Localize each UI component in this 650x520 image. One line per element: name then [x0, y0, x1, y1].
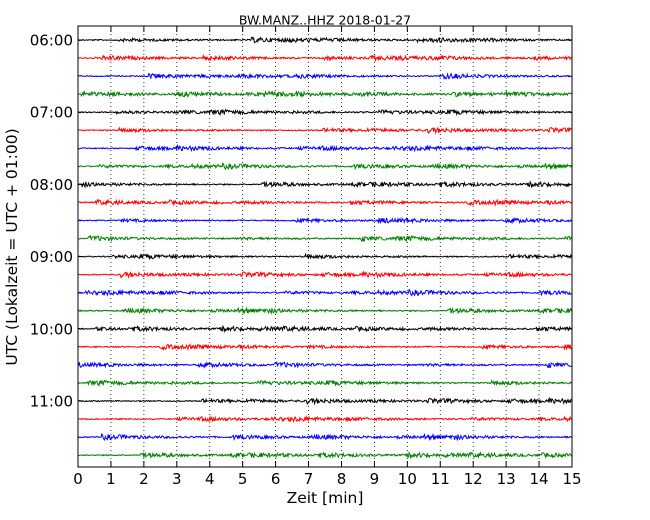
x-tick-label-13: 13: [497, 470, 516, 488]
y-tick-label-0600: 06:00: [30, 32, 73, 50]
x-tick-label-11: 11: [431, 470, 450, 488]
x-tick-label-5: 5: [238, 470, 248, 488]
y-tick-label-0800: 08:00: [30, 176, 73, 194]
trace-0615: [77, 53, 572, 62]
trace-0745: [77, 162, 572, 171]
trace-1145: [77, 450, 572, 460]
trace-0945: [77, 306, 572, 316]
trace-1115: [77, 414, 572, 423]
x-tick-label-2: 2: [139, 470, 149, 488]
plot-frame: [77, 25, 573, 468]
trace-0700: [77, 108, 572, 117]
y-tick-label-1100: 11:00: [30, 393, 73, 411]
trace-0630: [77, 72, 572, 81]
trace-0830: [77, 216, 572, 225]
x-tick-label-7: 7: [304, 470, 314, 488]
x-tick-label-14: 14: [530, 470, 549, 488]
y-axis-label: UTC (Lokalzeit = UTC + 01:00): [3, 128, 21, 365]
trace-0600: [77, 36, 572, 44]
trace-0815: [77, 198, 572, 207]
trace-1000: [77, 324, 572, 334]
trace-0930: [77, 288, 572, 297]
x-tick-label-4: 4: [205, 470, 215, 488]
trace-0915: [77, 270, 572, 280]
x-tick-label-12: 12: [464, 470, 483, 488]
x-tick-label-1: 1: [106, 470, 116, 488]
trace-1030: [77, 361, 572, 369]
grid-lines: [110, 26, 540, 467]
y-tick-label-0700: 07:00: [30, 104, 73, 122]
y-tick-label-0900: 09:00: [30, 248, 73, 266]
trace-0730: [77, 144, 572, 153]
trace-0645: [77, 89, 572, 99]
x-tick-label-15: 15: [562, 470, 581, 488]
x-tick-label-0: 0: [73, 470, 83, 488]
trace-0845: [77, 234, 572, 243]
x-tick-label-9: 9: [370, 470, 380, 488]
x-tick-label-6: 6: [271, 470, 281, 488]
x-tick-label-3: 3: [172, 470, 182, 488]
x-tick-label-10: 10: [398, 470, 417, 488]
trace-0715: [77, 126, 572, 135]
x-tick-label-8: 8: [337, 470, 347, 488]
axis-ticks: 0 1 2 3 4 5 6 7 8 9 10 11 12 13 14 1506:0007:0008:0009:…: [30, 26, 582, 488]
x-axis-label: Zeit [min]: [287, 489, 364, 507]
trace-1015: [77, 342, 572, 352]
chart-title: BW.MANZ..HHZ 2018-01-27: [239, 13, 411, 28]
seismogram-traces: [77, 36, 572, 460]
trace-0900: [77, 252, 572, 261]
trace-0800: [77, 180, 572, 189]
trace-1045: [77, 379, 572, 388]
y-tick-label-1000: 10:00: [30, 320, 73, 338]
trace-1100: [77, 396, 572, 406]
trace-1130: [77, 432, 572, 442]
